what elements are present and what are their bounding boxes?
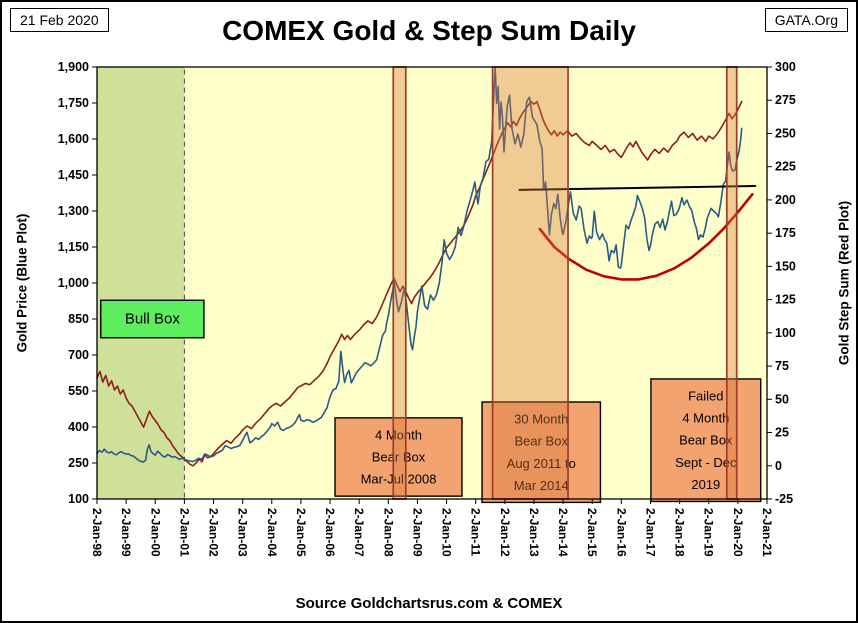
x-axis-tick-label: 2-Jan-10 [440,508,454,557]
bull-box-label: Bull Box [100,299,205,339]
right-axis-tick-label: 50 [775,392,789,406]
left-axis-tick-label: 1,150 [58,240,89,254]
bear-box-2019-label: Failed 4 Month Bear Box Sept - Dec 2019 [650,378,762,503]
bear-box-2011-label-text: Bear Box [514,434,568,449]
bear-box-2019-label-text: 2019 [691,477,720,492]
bear-box-2008-label-text: Mar-Jul 2008 [361,472,437,487]
saucer-support-curve [538,192,754,281]
right-axis-tick-label: -25 [775,492,793,506]
bull-box-region [97,67,185,499]
x-axis-tick-label: 2-Jan-06 [323,508,337,557]
right-axis-title: Gold Step Sum (Red Plot) [837,201,852,365]
x-axis-tick-label: 2-Jan-14 [556,508,570,557]
x-axis-tick-label: 2-Jan-07 [352,508,366,557]
page-title: COMEX Gold & Step Sum Daily [222,15,636,46]
right-axis-tick-label: 75 [775,359,789,373]
right-axis-tick-label: 250 [775,126,796,140]
left-axis-tick-label: 1,000 [58,276,89,290]
bear-box-2008-region [393,67,406,499]
left-axis-tick-label: 1,600 [58,132,89,146]
bear-box-2019-label-text: Sept - Dec [675,455,737,470]
x-axis-tick-label: 2-Jan-00 [148,508,162,557]
bull-box-label-text: Bull Box [125,311,181,328]
x-axis-tick-label: 2-Jan-03 [236,508,250,557]
bear-box-2019-label-text: Failed [688,389,723,404]
x-axis-tick-label: 2-Jan-04 [265,508,279,557]
bear-box-2008-label-text: 4 Month [375,427,422,442]
right-axis-tick-label: 200 [775,193,796,207]
date-label: 21 Feb 2020 [10,8,109,32]
x-axis-tick-label: 2-Jan-18 [673,508,687,557]
site-label: GATA.Org [764,8,848,32]
x-axis-tick-label: 2-Jan-05 [294,508,308,557]
x-axis-tick-label: 2-Jan-21 [760,508,774,557]
x-axis-tick-label: 2-Jan-99 [119,508,133,557]
right-axis-tick-label: 300 [775,60,796,74]
x-axis-tick-label: 2-Jan-08 [381,508,395,557]
x-axis-tick-label: 2-Jan-15 [585,508,599,557]
right-axis-tick-label: 25 [775,426,789,440]
bear-box-2008-label-text: Bear Box [372,450,426,465]
left-axis-tick-label: 1,900 [58,60,89,74]
bear-box-2011-label-text: Mar 2014 [514,478,569,493]
x-axis-tick-label: 2-Jan-11 [469,508,483,556]
right-axis-tick-label: 0 [775,459,782,473]
bear-box-2011-2014-region [492,67,569,499]
bear-box-2008-label: 4 Month Bear Box Mar-Jul 2008 [334,417,463,497]
resistance-trendline [518,185,757,191]
x-axis-tick-label: 2-Jan-17 [643,508,657,557]
bear-box-2011-label-text: 30 Month [514,412,568,427]
bear-box-2011-label-text: Aug 2011 to [507,456,576,471]
bear-box-2011-label: 30 Month Bear Box Aug 2011 to Mar 2014 [481,401,602,504]
left-axis-tick-label: 1,450 [58,168,89,182]
left-axis-tick-label: 850 [68,312,89,326]
x-axis-tick-label: 2-Jan-98 [90,508,104,557]
bear-box-2019-label-text: Bear Box [679,433,733,448]
x-axis-tick-label: 2-Jan-02 [207,508,221,557]
x-axis-tick-label: 2-Jan-13 [527,508,541,557]
bear-box-2019-region [726,67,737,499]
left-axis-title: Gold Price (Blue Plot) [15,214,30,353]
right-axis-tick-label: 175 [775,226,796,240]
left-axis-tick-label: 400 [68,420,89,434]
bear-box-2019-label-text: 4 Month [682,411,729,426]
gold-price-line [96,67,743,463]
x-axis-tick-label: 2-Jan-09 [410,508,424,557]
left-axis-tick-label: 700 [68,348,89,362]
x-axis-tick-label: 2-Jan-01 [177,508,191,557]
left-axis-tick-label: 1,300 [58,204,89,218]
x-axis-tick-label: 2-Jan-20 [731,508,745,557]
right-axis-tick-label: 100 [775,326,796,340]
right-axis-tick-label: 225 [775,160,796,174]
left-axis-tick-label: 550 [68,384,89,398]
right-axis-tick-label: 275 [775,93,796,107]
right-axis-tick-label: 150 [775,259,796,273]
source-caption: Source Goldchartsrus.com & COMEX [295,595,563,612]
right-axis-tick-label: 125 [775,293,796,307]
left-axis-tick-label: 1,750 [58,96,89,110]
left-axis-tick-label: 100 [68,492,89,506]
x-axis-tick-label: 2-Jan-12 [498,508,512,557]
x-axis-tick-label: 2-Jan-16 [614,508,628,557]
x-axis-tick-label: 2-Jan-19 [702,508,716,557]
left-axis-tick-label: 250 [68,456,89,470]
